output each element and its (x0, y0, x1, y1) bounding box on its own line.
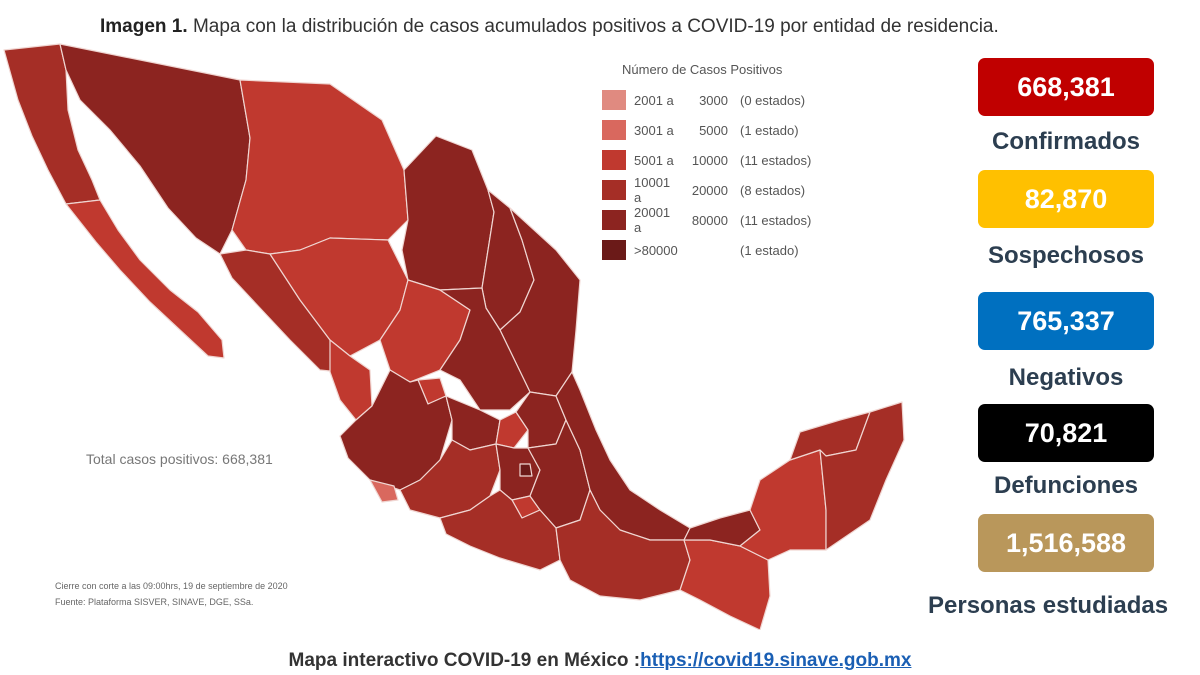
title-prefix: Imagen 1. (100, 16, 188, 37)
legend-state-count: (11 estados) (740, 212, 812, 228)
title-text: Mapa con la distribución de casos acumul… (192, 16, 999, 37)
deaths-label: Defunciones (993, 472, 1139, 499)
legend-range-to: 80000 (691, 212, 728, 228)
legend-range-from: 5001 a (634, 152, 674, 168)
legend-range-from: 10001 a (634, 175, 671, 205)
cutoff-note: Cierre con corte a las 09:00hrs, 19 de s… (55, 581, 288, 591)
legend-item: 3001 a 5000 (1 estado) (602, 115, 842, 145)
legend-range-to: 5000 (699, 122, 728, 138)
legend-range-to: 10000 (691, 152, 728, 168)
interactive-map-label: Mapa interactivo COVID-19 en México : (288, 650, 641, 671)
total-positive-cases: Total casos positivos: 668,381 (86, 451, 273, 467)
legend-swatch (602, 120, 626, 140)
suspected-value-box: 82,870 (978, 170, 1154, 228)
legend-range-to: 3000 (699, 92, 728, 108)
legend-state-count: (1 estado) (740, 122, 799, 138)
legend-swatch (602, 150, 626, 170)
source-note: Fuente: Plataforma SISVER, SINAVE, DGE, … (55, 597, 254, 607)
state-queretaro (495, 411, 529, 449)
legend-range-from: 2001 a (634, 92, 674, 108)
mexico-choropleth-map (3, 43, 905, 630)
state-san-luis-potosi (439, 287, 531, 411)
studied-label: Personas estudiadas (928, 592, 1169, 619)
legend-swatch (602, 210, 626, 230)
page-title: Imagen 1. Mapa con la distribución de ca… (100, 16, 1180, 38)
state-chihuahua (231, 79, 409, 255)
state-colima (369, 479, 399, 503)
legend-item: 10001 a 20000 (8 estados) (602, 175, 842, 205)
legend-range-from: 3001 a (634, 122, 674, 138)
negative-label: Negativos (1008, 364, 1124, 391)
studied-value-box: 1,516,588 (978, 514, 1154, 572)
legend-state-count: (0 estados) (740, 92, 806, 108)
state-quintana-roo (819, 401, 905, 551)
legend-item: 5001 a 10000 (11 estados) (602, 145, 842, 175)
confirmed-label: Confirmados (991, 128, 1140, 155)
legend-item: 20001 a 80000 (11 estados) (602, 205, 842, 235)
legend-state-count: (8 estados) (740, 182, 806, 198)
legend-swatch (602, 240, 626, 260)
deaths-value-box: 70,821 (978, 404, 1154, 462)
legend-state-count: (1 estado) (740, 242, 799, 258)
footnotes: Cierre con corte a las 09:00hrs, 19 de s… (55, 578, 288, 610)
legend-range-to: 20000 (691, 182, 728, 198)
legend-title: Número de Casos Positivos (622, 62, 783, 77)
state-baja-california-sur (65, 199, 225, 359)
legend-range-from: 20001 a (634, 205, 671, 235)
legend-item: 2001 a 3000 (0 estados) (602, 85, 842, 115)
legend-range-from: >80000 (634, 242, 678, 258)
confirmed-value-box: 668,381 (978, 58, 1154, 116)
state-cdmx (519, 463, 533, 477)
state-coahuila (401, 135, 495, 291)
legend-swatch (602, 90, 626, 110)
state-guerrero (439, 489, 561, 571)
interactive-map-link[interactable]: https://covid19.sinave.gob.mx (640, 650, 912, 671)
legend-swatch (602, 180, 626, 200)
interactive-map-footer: Mapa interactivo COVID-19 en México :htt… (0, 650, 1200, 672)
state-campeche (739, 449, 827, 561)
legend-item: >80000 (1 estado) (602, 235, 842, 265)
legend-state-count: (11 estados) (740, 152, 812, 168)
negative-value-box: 765,337 (978, 292, 1154, 350)
suspected-label: Sospechosos (987, 242, 1145, 269)
legend: Número de Casos Positivos 2001 a 3000 (0… (602, 62, 842, 265)
